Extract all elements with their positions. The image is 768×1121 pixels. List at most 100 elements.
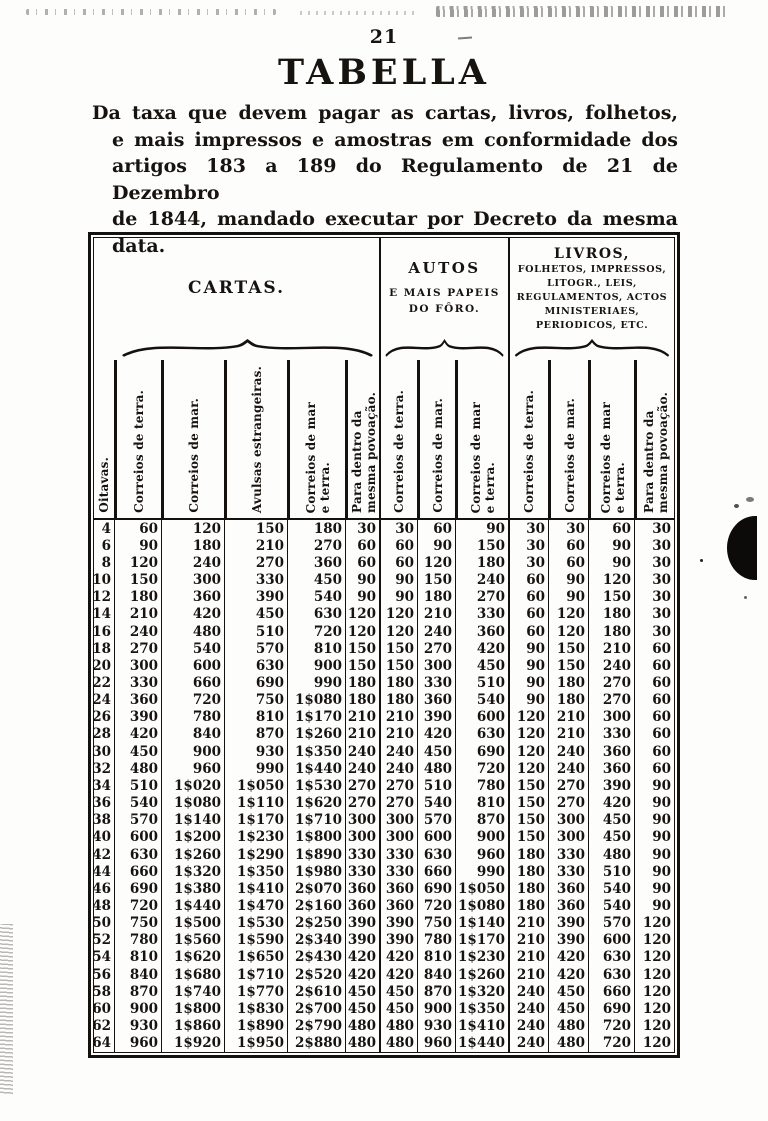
oitavas-value: 34 [94, 777, 111, 794]
rate-value: 570 [417, 811, 455, 829]
group-title-line: AUTOS [408, 258, 481, 277]
rate-value: 240 [508, 1034, 548, 1052]
rate-value: 990 [287, 674, 345, 692]
rate-value: 840 [161, 725, 224, 744]
rate-value: 360 [345, 897, 379, 915]
rate-value: 330 [379, 863, 417, 881]
group-title-line: E MAIS PAPEIS [389, 286, 500, 299]
rate-value: 90 [508, 691, 548, 709]
rate-value: 390 [379, 914, 417, 932]
rate-value: 420 [114, 725, 161, 744]
rate-value: 690 [417, 880, 455, 898]
rate-value: 1$740 [161, 983, 224, 1001]
oitavas-value: 24 [94, 692, 111, 709]
oitavas-value: 4 [101, 520, 111, 537]
rate-value: 870 [455, 811, 508, 829]
rate-value: 480 [417, 760, 455, 778]
rate-value: 270 [588, 674, 634, 692]
rate-value: 60 [634, 725, 674, 744]
rate-value: 330 [114, 674, 161, 692]
rate-value: 1$680 [161, 966, 224, 984]
brace-icon [385, 338, 504, 357]
rate-value: 1$440 [455, 1034, 508, 1052]
rate-value: 30 [634, 588, 674, 606]
table-row: 58 870 1$740 1$770 2$610 450 450 870 1$320 240 450… [94, 983, 674, 1001]
ink-speck [700, 559, 703, 562]
table-row: 10 150 300 330 450 90 90 150 240 60 90 120 30 [94, 571, 674, 589]
table-row: 46 690 1$380 1$410 2$070 360 360 690 1$050 180 360… [94, 880, 674, 898]
rate-value: 450 [224, 605, 287, 623]
rate-value: 240 [508, 983, 548, 1001]
column-header-label: Correios de terra. [392, 390, 406, 513]
rate-value: 120 [634, 931, 674, 949]
rate-value: 30 [634, 537, 674, 555]
group-title-line: PERIODICOS, ETC. [535, 320, 649, 331]
rate-value: 780 [114, 931, 161, 949]
rate-value: 1$860 [161, 1017, 224, 1035]
rate-value: 90 [508, 674, 548, 692]
table-inner-frame: CARTAS. Oitavas. Correios de terra. Correi… [93, 237, 675, 1053]
rate-value: 780 [455, 777, 508, 795]
rate-value: 390 [588, 777, 634, 795]
rate-value: 1$620 [161, 948, 224, 967]
oitavas-value: 16 [94, 623, 111, 640]
rate-value: 1$890 [224, 1017, 287, 1035]
rate-value: 150 [508, 794, 548, 812]
table-row: 34 510 1$020 1$050 1$530 270 270 510 780 150 270 39… [94, 777, 674, 795]
rate-value: 1$020 [161, 777, 224, 795]
rate-value: 150 [455, 537, 508, 555]
oitavas-value: 44 [94, 863, 111, 880]
rate-value: 780 [417, 931, 455, 949]
rate-value: 30 [634, 520, 674, 538]
oitavas-value: 12 [94, 589, 111, 606]
rate-value: 270 [588, 691, 634, 709]
column-header-label: Oitavas. [97, 457, 111, 513]
table-row: 38 570 1$140 1$170 1$710 300 300 570 870 150 300 45… [94, 811, 674, 829]
group-title-line: MINISTERIAES, [544, 306, 640, 317]
rate-value: 360 [345, 880, 379, 898]
brace-ornament [94, 338, 379, 360]
rate-value: 150 [224, 520, 287, 538]
oitavas-value: 64 [94, 1035, 111, 1052]
rate-value: 60 [379, 537, 417, 555]
rate-value: 360 [114, 691, 161, 709]
rate-value: 870 [224, 725, 287, 744]
group-livros-title: LIVROS, FOLHETOS, IMPRESSOS, LITOGR., LEIS… [510, 238, 674, 338]
oitavas-value: 46 [94, 880, 111, 897]
rate-value: 300 [588, 708, 634, 726]
rate-value: 690 [114, 880, 161, 898]
rate-value: 870 [114, 983, 161, 1001]
rate-value: 1$410 [455, 1017, 508, 1035]
rate-value: 60 [634, 743, 674, 761]
oitavas-value: 32 [94, 760, 111, 777]
rate-value: 60 [548, 554, 588, 572]
rate-value: 240 [161, 554, 224, 572]
rate-value: 360 [379, 880, 417, 898]
rate-value: 150 [508, 811, 548, 829]
group-title-line: DO FÔRO. [408, 302, 481, 315]
rate-value: 990 [455, 863, 508, 881]
column-header-cartas-2: Correios de mar. [161, 360, 224, 518]
rate-value: 240 [114, 622, 161, 641]
table-row: 6 90 180 210 270 60 60 90 150 30 60 90 30 [94, 537, 674, 555]
ink-speck [744, 596, 747, 599]
rate-value: 600 [417, 828, 455, 846]
rate-value: 60 [508, 622, 548, 641]
group-title-line: LITOGR., LEIS, [547, 278, 637, 289]
column-header-label: Correios de mar e terra. [469, 401, 497, 513]
rate-value: 210 [345, 708, 379, 726]
table-row: 8 120 240 270 360 60 60 120 180 30 60 90 30 [94, 554, 674, 572]
rate-value: 180 [508, 897, 548, 915]
rate-value: 450 [379, 983, 417, 1001]
rate-value: 540 [114, 794, 161, 812]
caption-line: e mais impressos e amostras em conformid… [112, 128, 678, 151]
rate-value: 270 [114, 640, 161, 658]
table-row: 44 660 1$320 1$350 1$980 330 330 660 990 180 330 51… [94, 863, 674, 881]
rate-value: 960 [114, 1034, 161, 1052]
table-row: 54 810 1$620 1$650 2$430 420 420 810 1$230 210 420… [94, 948, 674, 967]
rate-value: 570 [224, 640, 287, 658]
rate-value: 90 [634, 828, 674, 846]
rate-value: 120 [548, 622, 588, 641]
rate-value: 1$140 [161, 811, 224, 829]
rate-value: 360 [287, 554, 345, 572]
